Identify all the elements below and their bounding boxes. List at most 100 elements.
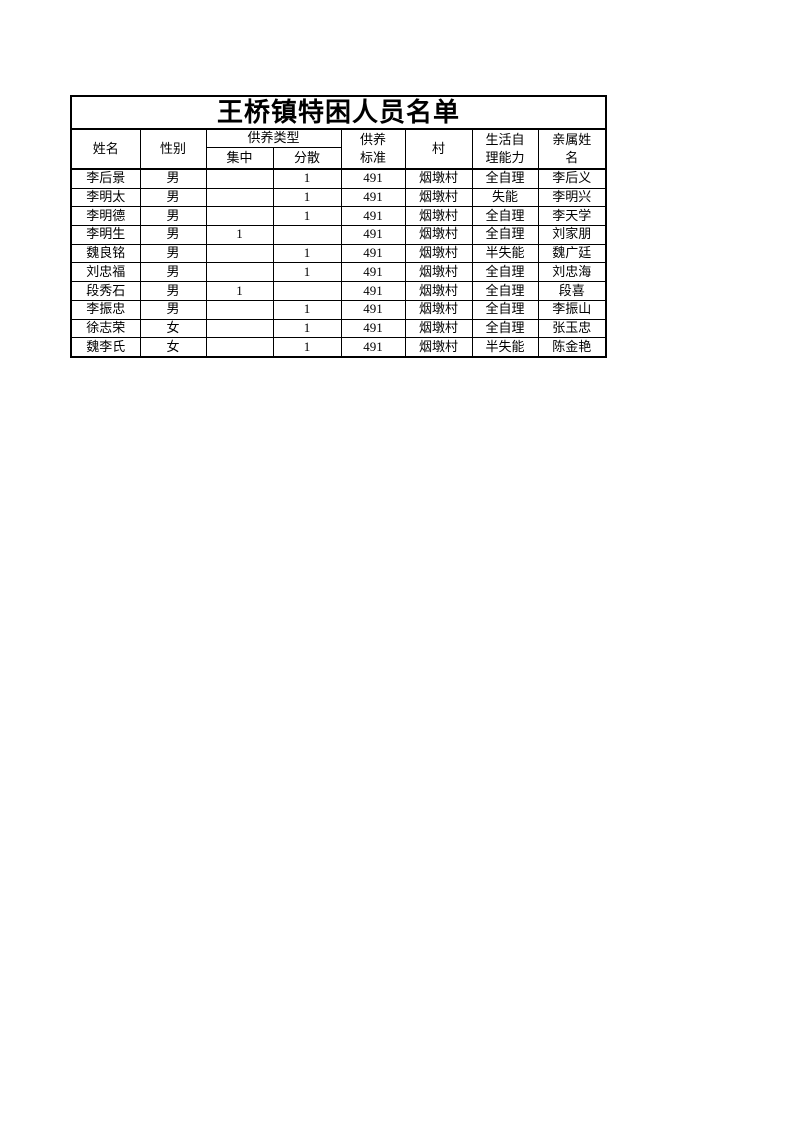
special-hardship-roster-table: 王桥镇特困人员名单 姓名 性别 供养类型 供养标准 村 生活自理能力 亲属姓名 … bbox=[70, 95, 607, 358]
cell-dispersed: 1 bbox=[272, 337, 342, 358]
col-header-self-care: 生活自理能力 bbox=[471, 128, 539, 170]
col-header-support-standard: 供养标准 bbox=[340, 128, 406, 170]
cell-village: 烟墩村 bbox=[404, 168, 473, 189]
table-title: 王桥镇特困人员名单 bbox=[70, 95, 607, 130]
cell-dispersed: 1 bbox=[272, 243, 342, 264]
cell-dispersed bbox=[272, 225, 342, 245]
col-header-gender: 性别 bbox=[139, 128, 207, 170]
table-row: 徐志荣 女 1 491 烟墩村 全自理 张玉忠 bbox=[70, 318, 607, 339]
cell-centralized bbox=[205, 206, 274, 227]
table-row: 李振忠 男 1 491 烟墩村 全自理 李振山 bbox=[70, 299, 607, 320]
col-header-support-type-group: 供养类型 bbox=[205, 128, 342, 148]
cell-centralized: 1 bbox=[205, 281, 274, 301]
cell-name: 李明德 bbox=[70, 206, 141, 227]
cell-name: 段秀石 bbox=[70, 281, 141, 301]
cell-village: 烟墩村 bbox=[404, 225, 473, 245]
cell-centralized bbox=[205, 299, 274, 320]
cell-dispersed: 1 bbox=[272, 299, 342, 320]
cell-self-care: 失能 bbox=[471, 187, 539, 208]
cell-self-care: 全自理 bbox=[471, 318, 539, 339]
cell-gender: 男 bbox=[139, 243, 207, 264]
cell-name: 魏良铭 bbox=[70, 243, 141, 264]
cell-self-care: 全自理 bbox=[471, 299, 539, 320]
cell-gender: 男 bbox=[139, 281, 207, 301]
cell-dispersed: 1 bbox=[272, 187, 342, 208]
cell-support-standard: 491 bbox=[340, 299, 406, 320]
cell-centralized bbox=[205, 243, 274, 264]
cell-village: 烟墩村 bbox=[404, 262, 473, 283]
cell-dispersed bbox=[272, 281, 342, 301]
cell-centralized bbox=[205, 318, 274, 339]
col-header-centralized: 集中 bbox=[205, 147, 274, 170]
cell-name: 李明太 bbox=[70, 187, 141, 208]
cell-dispersed: 1 bbox=[272, 318, 342, 339]
cell-dispersed: 1 bbox=[272, 206, 342, 227]
cell-relative-name: 刘忠海 bbox=[537, 262, 607, 283]
table-row: 李明生 男 1 491 烟墩村 全自理 刘家朋 bbox=[70, 225, 607, 245]
cell-support-standard: 491 bbox=[340, 168, 406, 189]
cell-self-care: 全自理 bbox=[471, 262, 539, 283]
cell-centralized bbox=[205, 262, 274, 283]
cell-gender: 男 bbox=[139, 299, 207, 320]
table-row: 李后景 男 1 491 烟墩村 全自理 李后义 bbox=[70, 168, 607, 189]
col-header-relative-name-label: 亲属姓名 bbox=[552, 131, 592, 165]
table-row: 刘忠福 男 1 491 烟墩村 全自理 刘忠海 bbox=[70, 262, 607, 283]
cell-relative-name: 李后义 bbox=[537, 168, 607, 189]
cell-relative-name: 李天学 bbox=[537, 206, 607, 227]
cell-name: 刘忠福 bbox=[70, 262, 141, 283]
cell-self-care: 全自理 bbox=[471, 168, 539, 189]
title-row: 王桥镇特困人员名单 bbox=[70, 95, 607, 130]
cell-support-standard: 491 bbox=[340, 337, 406, 358]
cell-relative-name: 段喜 bbox=[537, 281, 607, 301]
cell-name: 徐志荣 bbox=[70, 318, 141, 339]
cell-gender: 女 bbox=[139, 337, 207, 358]
cell-relative-name: 魏广廷 bbox=[537, 243, 607, 264]
table-body: 李后景 男 1 491 烟墩村 全自理 李后义 李明太 男 1 491 烟墩村 … bbox=[70, 168, 607, 358]
cell-village: 烟墩村 bbox=[404, 299, 473, 320]
cell-self-care: 半失能 bbox=[471, 243, 539, 264]
cell-relative-name: 李明兴 bbox=[537, 187, 607, 208]
table-row: 魏李氏 女 1 491 烟墩村 半失能 陈金艳 bbox=[70, 337, 607, 358]
cell-support-standard: 491 bbox=[340, 206, 406, 227]
header-row-top: 姓名 性别 供养类型 供养标准 村 生活自理能力 亲属姓名 bbox=[70, 128, 607, 170]
cell-self-care: 全自理 bbox=[471, 206, 539, 227]
cell-relative-name: 陈金艳 bbox=[537, 337, 607, 358]
table-row: 李明太 男 1 491 烟墩村 失能 李明兴 bbox=[70, 187, 607, 208]
cell-name: 李振忠 bbox=[70, 299, 141, 320]
col-header-relative-name: 亲属姓名 bbox=[537, 128, 607, 170]
cell-village: 烟墩村 bbox=[404, 337, 473, 358]
cell-relative-name: 刘家朋 bbox=[537, 225, 607, 245]
cell-self-care: 半失能 bbox=[471, 337, 539, 358]
table-row: 魏良铭 男 1 491 烟墩村 半失能 魏广廷 bbox=[70, 243, 607, 264]
table-row: 李明德 男 1 491 烟墩村 全自理 李天学 bbox=[70, 206, 607, 227]
cell-village: 烟墩村 bbox=[404, 187, 473, 208]
cell-dispersed: 1 bbox=[272, 168, 342, 189]
cell-name: 李后景 bbox=[70, 168, 141, 189]
cell-support-standard: 491 bbox=[340, 187, 406, 208]
col-header-village: 村 bbox=[404, 128, 473, 170]
cell-support-standard: 491 bbox=[340, 262, 406, 283]
cell-centralized bbox=[205, 337, 274, 358]
cell-support-standard: 491 bbox=[340, 281, 406, 301]
cell-village: 烟墩村 bbox=[404, 318, 473, 339]
cell-gender: 男 bbox=[139, 262, 207, 283]
cell-dispersed: 1 bbox=[272, 262, 342, 283]
cell-name: 魏李氏 bbox=[70, 337, 141, 358]
table-row: 段秀石 男 1 491 烟墩村 全自理 段喜 bbox=[70, 281, 607, 301]
cell-gender: 男 bbox=[139, 187, 207, 208]
cell-centralized bbox=[205, 168, 274, 189]
cell-village: 烟墩村 bbox=[404, 243, 473, 264]
table-header: 王桥镇特困人员名单 姓名 性别 供养类型 供养标准 村 生活自理能力 亲属姓名 … bbox=[70, 95, 607, 170]
cell-relative-name: 张玉忠 bbox=[537, 318, 607, 339]
cell-gender: 男 bbox=[139, 206, 207, 227]
cell-gender: 男 bbox=[139, 225, 207, 245]
cell-village: 烟墩村 bbox=[404, 206, 473, 227]
cell-relative-name: 李振山 bbox=[537, 299, 607, 320]
col-header-self-care-label: 生活自理能力 bbox=[485, 131, 525, 165]
cell-centralized bbox=[205, 187, 274, 208]
cell-name: 李明生 bbox=[70, 225, 141, 245]
cell-support-standard: 491 bbox=[340, 318, 406, 339]
cell-gender: 女 bbox=[139, 318, 207, 339]
col-header-dispersed: 分散 bbox=[272, 147, 342, 170]
